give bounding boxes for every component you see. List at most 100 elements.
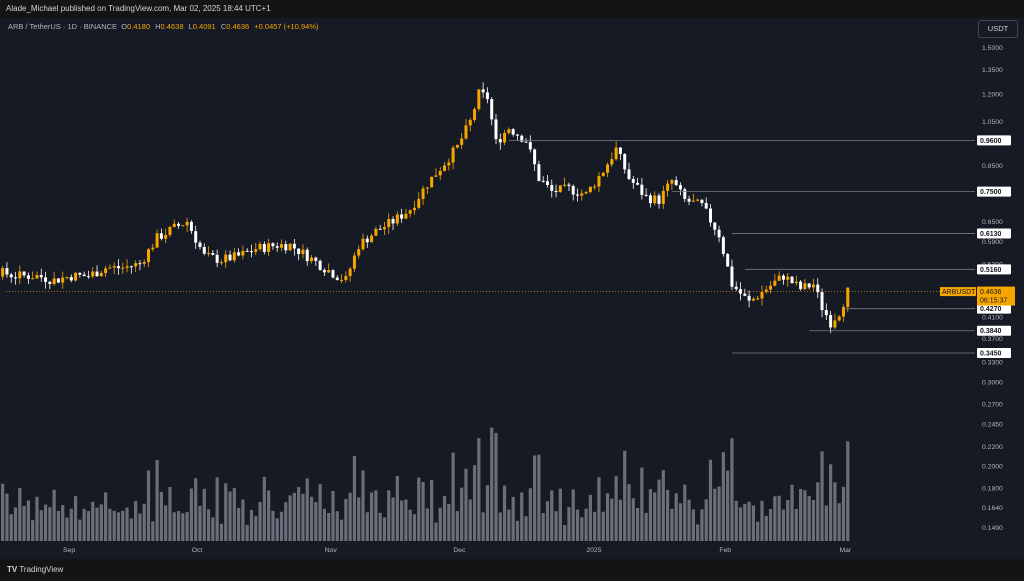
volume-bar xyxy=(434,522,438,541)
candle-body xyxy=(352,255,356,269)
candle-body xyxy=(730,266,734,287)
volume-bar xyxy=(777,495,781,541)
level-tag xyxy=(977,186,1011,197)
candle-body xyxy=(361,238,365,250)
candle-body xyxy=(116,266,120,269)
candle-body xyxy=(129,266,133,268)
volume-bar xyxy=(172,512,176,541)
level-tag-label: 0.9600 xyxy=(980,138,1002,145)
candle-body xyxy=(297,248,301,255)
volume-bar xyxy=(846,441,850,541)
level-tag-label: 0.6130 xyxy=(980,231,1002,238)
volume-bar xyxy=(438,507,442,541)
volume-bar xyxy=(82,508,86,541)
volume-bar xyxy=(146,470,151,541)
candle-body xyxy=(400,214,404,219)
volume-bar xyxy=(327,512,331,541)
candle-body xyxy=(417,198,421,208)
candle-body xyxy=(177,223,181,226)
candle-body xyxy=(550,184,554,191)
publisher-bar: Alade_Michael published on TradingView.c… xyxy=(0,0,1024,18)
candle-body xyxy=(215,254,219,263)
candle-body xyxy=(142,262,146,264)
volume-bar xyxy=(421,481,425,541)
candle-body xyxy=(571,185,575,195)
candle-body xyxy=(65,276,69,278)
volume-bar xyxy=(288,495,292,541)
level-tag-label: 0.3840 xyxy=(980,328,1002,335)
volume-bar xyxy=(31,520,35,541)
candle-body xyxy=(82,274,86,277)
candle-body xyxy=(841,306,845,317)
symbol-legend: ARB / TetherUS · 1D · BINANCE O0.4180 H0… xyxy=(8,22,322,31)
volume-bar xyxy=(232,488,236,541)
legend-open: 0.4180 xyxy=(127,22,151,31)
candle-body xyxy=(9,274,13,278)
chart-area[interactable] xyxy=(0,18,1024,559)
volume-bar xyxy=(833,482,837,541)
candle-body xyxy=(181,225,185,227)
volume-bar xyxy=(708,459,713,541)
y-axis-tick-label: 0.1640 xyxy=(982,505,1003,512)
volume-bar xyxy=(648,489,653,541)
candle-body xyxy=(112,266,116,268)
volume-bar xyxy=(5,493,9,541)
volume-bar xyxy=(537,454,541,541)
candle-body xyxy=(378,228,382,230)
symbol-tag-label: ARBUSDT xyxy=(942,289,976,296)
volume-bar xyxy=(691,509,695,541)
legend-symbol[interactable]: ARB / TetherUS · 1D · BINANCE xyxy=(8,22,118,31)
volume-bar xyxy=(108,508,112,541)
volume-bar xyxy=(382,517,387,541)
volume-bar xyxy=(498,512,502,541)
candle-body xyxy=(430,176,434,188)
volume-bar xyxy=(472,465,477,541)
volume-bar xyxy=(417,477,421,541)
currency-button[interactable]: USDT xyxy=(978,20,1018,38)
y-axis-tick-label: 0.6500 xyxy=(982,219,1003,226)
y-axis-tick-label: 0.4100 xyxy=(982,315,1003,322)
volume-bar xyxy=(404,499,408,541)
x-axis-tick-label: Nov xyxy=(325,547,338,554)
candle-body xyxy=(696,199,700,201)
volume-bar xyxy=(215,477,219,541)
volume-bar xyxy=(593,511,597,541)
volume-bar xyxy=(185,512,189,541)
level-tag-label: 0.7500 xyxy=(980,189,1002,196)
volume-bar xyxy=(155,460,159,541)
candle-body xyxy=(164,234,168,239)
volume-bar xyxy=(138,513,142,541)
x-axis-tick-label: Sep xyxy=(63,547,75,554)
y-axis-tick-label: 1.3500 xyxy=(982,67,1003,74)
y-axis-tick-label: 0.2000 xyxy=(982,464,1003,471)
candle-body xyxy=(121,267,125,269)
candle-body xyxy=(438,170,442,176)
candle-body xyxy=(541,180,545,182)
volume-bar xyxy=(811,499,816,541)
volume-bar xyxy=(237,508,241,541)
candle-body xyxy=(48,281,52,285)
candle-body xyxy=(717,229,721,238)
candle-body xyxy=(99,273,103,277)
volume-bar xyxy=(743,503,747,541)
volume-bar xyxy=(22,506,26,541)
volume-bar xyxy=(228,491,232,541)
volume-bar xyxy=(807,495,811,541)
volume-bar xyxy=(756,521,760,541)
volume-bar xyxy=(442,495,447,541)
volume-bar xyxy=(271,510,275,541)
volume-bar xyxy=(121,510,125,541)
candle-body xyxy=(700,199,704,203)
volume-bar xyxy=(1,483,5,541)
volume-bar xyxy=(52,489,56,541)
tradingview-logo[interactable]: TV TradingView xyxy=(7,565,63,574)
volume-bar xyxy=(331,491,335,541)
candle-body xyxy=(610,159,614,165)
volume-bar xyxy=(254,516,258,541)
candle-body xyxy=(86,276,90,278)
volume-bar xyxy=(653,492,657,541)
volume-bar xyxy=(820,451,824,541)
candle-body xyxy=(443,165,447,171)
volume-bar xyxy=(194,478,198,541)
